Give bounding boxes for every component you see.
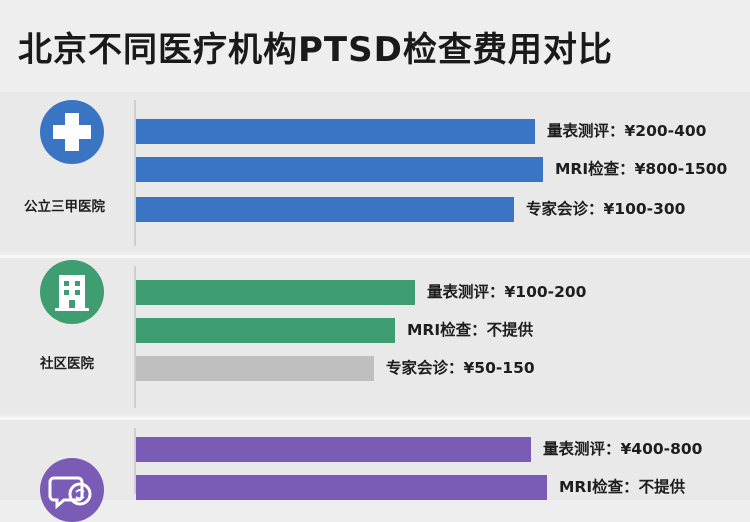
cost-bar: [136, 197, 514, 222]
section-axis-line: [134, 428, 136, 494]
cost-bar: [136, 475, 547, 500]
cost-bar-label: MRI检查：不提供: [559, 478, 686, 496]
speech-bubble-brain-icon: [40, 458, 104, 522]
section-divider: [0, 255, 750, 258]
institution-label: 社区医院: [40, 356, 94, 372]
cost-bar: [136, 280, 415, 305]
cost-bar: [136, 157, 543, 182]
cost-bar-label: MRI检查：¥800-1500: [555, 160, 728, 178]
cost-bar-label: MRI检查：不提供: [407, 321, 534, 339]
hospital-cross-icon: [40, 100, 104, 164]
cost-bar-label: 量表测评：¥100-200: [427, 283, 587, 301]
cost-bar-label: 量表测评：¥200-400: [547, 122, 707, 140]
cost-bar: [136, 318, 395, 343]
cost-bar: [136, 356, 374, 381]
building-icon: [40, 260, 104, 324]
cost-bar: [136, 437, 531, 462]
cost-bar-label: 专家会诊：¥50-150: [386, 359, 535, 377]
section-axis-line: [134, 266, 136, 408]
chart-title: 北京不同医疗机构PTSD检查费用对比: [18, 30, 613, 70]
cost-bar-label: 量表测评：¥400-800: [543, 440, 703, 458]
section-divider: [0, 417, 750, 420]
cost-bar-label: 专家会诊：¥100-300: [526, 200, 686, 218]
cost-bar: [136, 119, 535, 144]
section-axis-line: [134, 100, 136, 246]
institution-label: 公立三甲医院: [24, 199, 105, 215]
